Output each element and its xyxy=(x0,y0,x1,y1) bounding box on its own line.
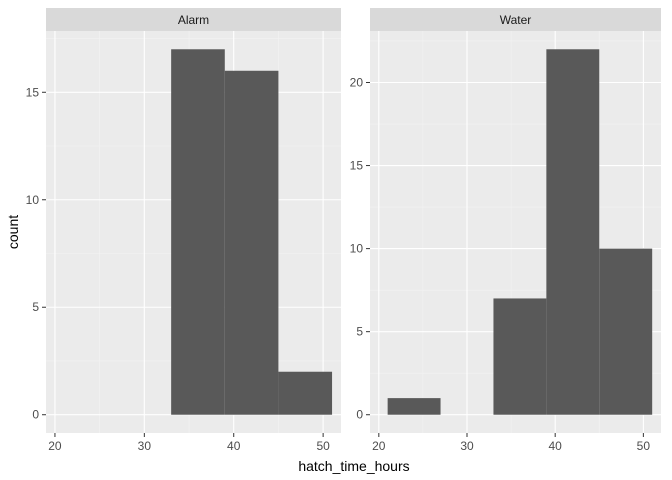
y-tick-label: 10 xyxy=(26,193,40,207)
facet-panel-alarm: Alarm 20 30 40 50 0 5 10 15 xyxy=(26,8,341,453)
axes-alarm: 20 30 40 50 0 5 10 15 xyxy=(26,85,330,453)
y-tick-label: 15 xyxy=(26,85,40,99)
x-tick-label: 30 xyxy=(460,439,474,453)
y-tick-label: 0 xyxy=(32,408,39,422)
x-tick-label: 40 xyxy=(227,439,241,453)
histogram-bar xyxy=(599,248,653,415)
histogram-bar xyxy=(493,298,547,415)
x-tick-label: 40 xyxy=(549,439,563,453)
facet-strip-label-water: Water xyxy=(500,13,532,27)
facet-panel-water: Water 20 30 40 50 0 5 10 15 20 xyxy=(350,8,661,453)
x-tick-label: 20 xyxy=(48,439,62,453)
y-tick-label: 5 xyxy=(32,300,39,314)
x-tick-label: 30 xyxy=(138,439,152,453)
histogram-bar xyxy=(387,398,441,415)
x-tick-label: 50 xyxy=(316,439,330,453)
y-axis-title: count xyxy=(5,215,21,249)
y-tick-label: 20 xyxy=(350,75,364,89)
x-tick-label: 50 xyxy=(637,439,651,453)
histogram-bar xyxy=(224,70,279,415)
x-tick-label: 20 xyxy=(372,439,386,453)
facet-strip-water xyxy=(370,8,661,31)
bars-water xyxy=(387,49,653,415)
facet-strip-label-alarm: Alarm xyxy=(178,13,209,27)
histogram-bar xyxy=(278,371,333,415)
y-tick-label: 5 xyxy=(356,325,363,339)
histogram-bar xyxy=(171,49,225,415)
y-tick-label: 10 xyxy=(350,242,364,256)
x-axis-title: hatch_time_hours xyxy=(298,458,409,474)
y-tick-label: 15 xyxy=(350,159,364,173)
histogram-bar xyxy=(546,49,600,415)
y-tick-label: 0 xyxy=(356,408,363,422)
facet-strip-alarm xyxy=(46,8,341,31)
bars-alarm xyxy=(171,49,333,415)
axes-water: 20 30 40 50 0 5 10 15 20 xyxy=(350,75,651,453)
